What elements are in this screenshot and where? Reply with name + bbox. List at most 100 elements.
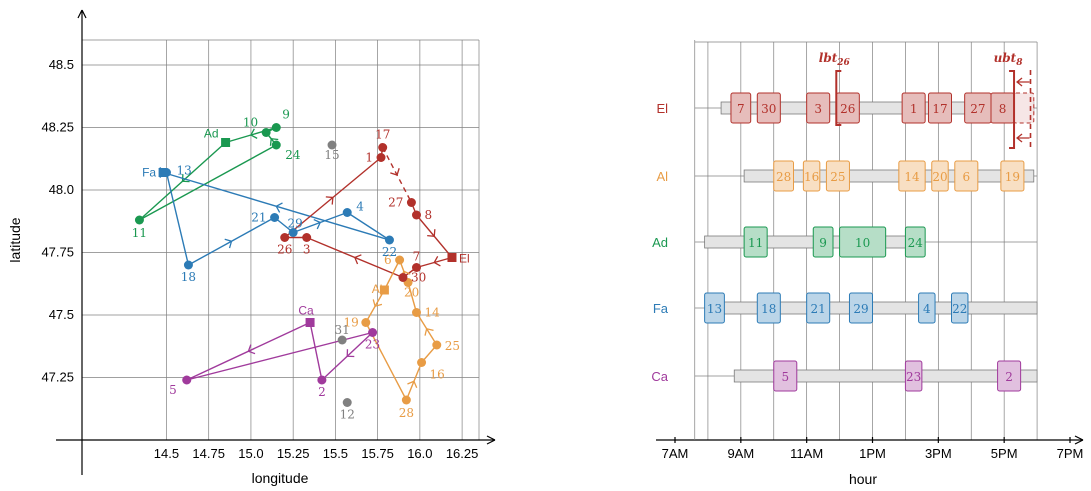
route-direction-El (427, 229, 436, 237)
gantt-tick-x: 1PM (859, 446, 886, 461)
customer-label: 20 (404, 286, 419, 300)
customer-point (270, 213, 280, 222)
gantt-visit-label: 29 (853, 302, 868, 316)
gantt-row-label: Al (656, 169, 668, 184)
gantt-x-axis-arrow (1074, 435, 1084, 445)
gantt-visit-label: 26 (840, 102, 855, 116)
bound-label-main: lbt (819, 51, 838, 65)
depot-label: El (459, 252, 470, 266)
gantt-visit-block (927, 92, 952, 124)
route-segment-Ca (309, 322, 323, 381)
bound-label-sub: 8 (1016, 58, 1023, 68)
gantt-row-label: Ad (652, 235, 668, 250)
gantt-visit-block (704, 292, 725, 324)
gantt-visit-label: 4 (923, 302, 931, 316)
gantt-visit-label: 5 (781, 370, 789, 384)
customer-label: 12 (340, 408, 355, 422)
customer-label: 1 (365, 151, 373, 165)
customer-label: 24 (285, 148, 301, 162)
depot-label: Ad (204, 127, 219, 141)
customer-point (432, 340, 442, 350)
gantt-visit-block (898, 160, 926, 192)
map-tick-x: 15.5 (323, 446, 348, 461)
map-panel: 14.5 14.75 15.0 15.25 15.5 15.75 16.0 16.25 47.2… (7, 9, 496, 486)
customer-label: 31 (335, 323, 350, 337)
customer-point (327, 140, 337, 150)
depot-label: Al (372, 282, 383, 296)
customer-label: 23 (365, 338, 380, 352)
lbt-bracket (835, 70, 842, 126)
customer-label: 5 (169, 383, 177, 397)
customer-point (411, 263, 421, 272)
bound-label-sub: 26 (836, 58, 850, 68)
gantt-visit-block (931, 160, 949, 192)
map-tick-y: 48.25 (41, 120, 74, 135)
customer-label: 7 (413, 250, 421, 264)
map-x-axis-arrow (486, 435, 496, 445)
gantt-visit-block (812, 226, 834, 258)
route-direction-Fa (313, 218, 322, 230)
customer-point (376, 153, 386, 162)
map-tick-x: 14.5 (154, 446, 179, 461)
gantt-visit-block (806, 92, 831, 124)
route-direction-Fa (224, 238, 233, 249)
customer-point (406, 198, 416, 207)
map-tick-x: 15.25 (277, 446, 310, 461)
customer-label: 18 (181, 270, 196, 284)
customer-label: 21 (251, 211, 266, 225)
gantt-tick-x: 7PM (1057, 446, 1084, 461)
customer-label: 29 (288, 217, 303, 231)
customer-point (271, 123, 281, 132)
gantt-visit-label: 24 (908, 236, 924, 250)
gantt-tick-x: 11AM (790, 446, 823, 461)
gantt-visit-label: 23 (906, 370, 921, 384)
route-direction-El (353, 254, 362, 265)
map-tick-x: 14.75 (192, 446, 225, 461)
customer-point (398, 273, 408, 282)
customer-point (337, 335, 347, 345)
customer-point (368, 328, 378, 337)
gantt-visit-label: 13 (707, 302, 722, 316)
gantt-visit-block (904, 360, 923, 392)
map-tick-x: 15.0 (238, 446, 263, 461)
gantt-visit-label: 2 (1005, 370, 1013, 384)
map-tick-y: 47.5 (49, 307, 74, 322)
depot-label: Fa (142, 166, 156, 180)
gantt-tick-x: 3PM (925, 446, 952, 461)
bound-label: ubt8 (994, 51, 1024, 68)
route-segment-Ad (139, 144, 277, 221)
gantt-visit-label: 19 (1005, 170, 1020, 184)
customer-point (280, 233, 290, 242)
route-segment-Fa (165, 172, 190, 266)
customer-label: 22 (382, 245, 397, 259)
gantt-tick-x: 9AM (727, 446, 754, 461)
gantt-visit-block (756, 92, 781, 124)
customer-point (183, 260, 193, 270)
customer-label: 8 (424, 208, 432, 222)
customer-point (401, 395, 411, 405)
ubt-bracket (1009, 70, 1016, 149)
gantt-visit-block (954, 160, 979, 192)
route-direction-Ca (346, 349, 355, 358)
bound-label: lbt26 (819, 51, 851, 68)
gantt-visit-block (825, 160, 850, 192)
gantt-visit-block (951, 292, 969, 324)
customer-label: 17 (375, 128, 390, 142)
customer-point (395, 255, 405, 265)
customer-point (361, 318, 371, 327)
customer-label: 3 (303, 243, 311, 257)
gantt-visit-label: 16 (804, 170, 819, 184)
ubt-arrow-lower (1015, 133, 1030, 143)
customer-point (182, 375, 192, 385)
customer-label: 13 (176, 164, 191, 178)
customer-label: 15 (324, 148, 339, 162)
customer-label: 26 (277, 243, 292, 257)
customer-label: 25 (445, 339, 460, 353)
customer-point (134, 215, 144, 225)
gantt-visit-block (756, 292, 781, 324)
map-x-label: longitude (252, 470, 309, 486)
route-direction-Ad (181, 174, 190, 183)
customer-label: 11 (132, 226, 147, 240)
